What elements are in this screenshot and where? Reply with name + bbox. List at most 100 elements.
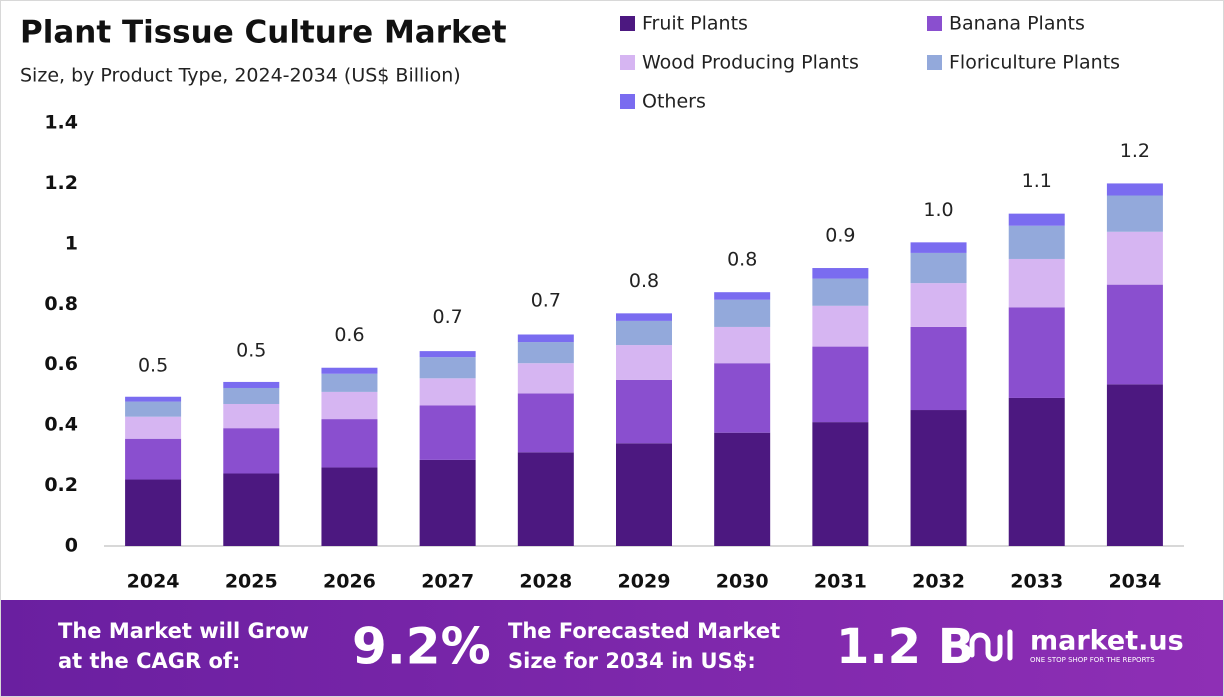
y-tick-label: 1.2 <box>44 172 78 194</box>
bar-segment <box>1008 397 1065 546</box>
bar-segment <box>419 378 476 406</box>
brand-tagline: ONE STOP SHOP FOR THE REPORTS <box>1030 656 1155 664</box>
total-label: 1.1 <box>1022 170 1052 192</box>
bar-segment <box>517 452 574 546</box>
bar-segment <box>321 367 378 374</box>
bar-segment <box>1106 231 1163 285</box>
bar-segment <box>812 268 869 279</box>
bar-segment <box>517 393 574 453</box>
bar-segment <box>125 479 182 546</box>
forecast-text: Size for 2034 in US$: <box>508 649 756 673</box>
bar-segment <box>812 422 869 546</box>
x-tick-label: 2033 <box>1010 571 1063 593</box>
brand-logo <box>969 629 1013 662</box>
total-label: 0.7 <box>531 289 561 311</box>
x-tick-label: 2029 <box>618 571 671 593</box>
bar-segment <box>616 345 672 380</box>
legend-label: Banana Plants <box>949 13 1085 35</box>
legend-swatch <box>620 55 635 70</box>
total-label: 1.2 <box>1120 140 1150 162</box>
bar-segment <box>125 401 182 417</box>
bar-segment <box>714 363 771 433</box>
x-tick-label: 2026 <box>323 571 376 593</box>
cagr-text: at the CAGR of: <box>58 649 240 673</box>
bar-segment <box>1106 195 1163 232</box>
legend-label: Others <box>642 91 706 113</box>
bar-segment <box>1106 183 1163 196</box>
bar-segment <box>1106 284 1163 385</box>
forecast-value: 1.2 B <box>836 619 974 675</box>
bar-segment <box>910 410 967 546</box>
total-label: 0.6 <box>334 324 364 346</box>
x-tick-label: 2031 <box>814 571 867 593</box>
legend-label: Floriculture Plants <box>949 52 1120 74</box>
bar-segment <box>223 428 280 474</box>
bar-segment <box>321 419 378 468</box>
legend-swatch <box>620 94 635 109</box>
x-tick-label: 2034 <box>1108 571 1161 593</box>
x-tick-label: 2024 <box>127 571 180 593</box>
bar-segment <box>714 292 771 300</box>
bar-segment <box>812 305 869 347</box>
total-label: 0.5 <box>138 354 168 376</box>
y-tick-label: 1.4 <box>44 112 78 134</box>
bar-segment <box>223 381 280 388</box>
bar-segment <box>517 342 574 364</box>
bar-segment <box>419 351 476 358</box>
chart-subtitle: Size, by Product Type, 2024-2034 (US$ Bi… <box>20 65 461 87</box>
bar-segment <box>616 443 672 546</box>
bar-segment <box>910 283 967 327</box>
y-tick-label: 1 <box>65 232 78 254</box>
bar-segment <box>419 357 476 379</box>
chart-title: Plant Tissue Culture Market <box>20 15 507 51</box>
bar-segment <box>223 403 280 429</box>
bar-segment <box>812 346 869 423</box>
x-tick-label: 2030 <box>716 571 769 593</box>
bar-segment <box>321 467 378 546</box>
bar-segment <box>910 326 967 411</box>
y-tick-label: 0.4 <box>44 414 78 436</box>
bar-segment <box>714 299 771 327</box>
total-label: 0.7 <box>433 306 463 328</box>
bar-segment <box>910 252 967 284</box>
total-label: 0.9 <box>825 225 855 247</box>
brand-name: market.us <box>1030 626 1184 657</box>
y-tick-label: 0.6 <box>44 353 78 375</box>
bar-segment <box>517 334 574 343</box>
total-label: 0.8 <box>727 249 757 271</box>
legend-swatch <box>927 16 942 31</box>
bar-segment <box>812 278 869 306</box>
bar-segment <box>125 396 182 402</box>
bar-segment <box>125 438 182 480</box>
bar-segment <box>616 313 672 321</box>
bar-segment <box>517 363 574 394</box>
bar-segment <box>419 459 476 546</box>
bar-segment <box>1008 258 1065 308</box>
bar-segment <box>1008 307 1065 398</box>
cagr-value: 9.2% <box>352 618 491 676</box>
bar-segment <box>1008 213 1065 226</box>
bar-segment <box>616 379 672 444</box>
x-tick-label: 2028 <box>519 571 572 593</box>
footer-banner <box>1 600 1223 696</box>
y-tick-label: 0 <box>65 535 78 557</box>
total-label: 0.5 <box>236 339 266 361</box>
y-tick-label: 0.2 <box>44 474 78 496</box>
legend-swatch <box>927 55 942 70</box>
y-tick-label: 0.8 <box>44 293 78 315</box>
bar-segment <box>321 391 378 420</box>
bar-segment <box>1106 384 1163 546</box>
bar-segment <box>1008 225 1065 259</box>
bar-segment <box>125 416 182 439</box>
bar-segment <box>321 373 378 392</box>
bar-segment <box>223 473 280 546</box>
bar-segment <box>714 326 771 364</box>
legend-label: Wood Producing Plants <box>642 52 859 74</box>
x-tick-label: 2027 <box>421 571 474 593</box>
cagr-text: The Market will Grow <box>58 619 309 643</box>
bar-segment <box>419 405 476 460</box>
total-label: 0.8 <box>629 270 659 292</box>
bar-segment <box>714 432 771 546</box>
